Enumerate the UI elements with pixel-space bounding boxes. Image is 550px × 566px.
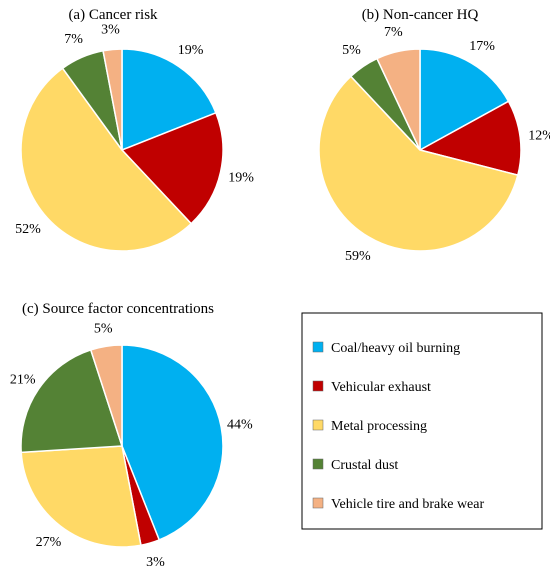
slice-label: 12% bbox=[528, 129, 550, 144]
slice-label: 5% bbox=[94, 321, 113, 336]
pie-slice bbox=[89, 344, 123, 447]
legend-label: Coal/heavy oil burning bbox=[331, 341, 460, 356]
chart-c-title: (c) Source factor concentrations bbox=[22, 301, 214, 317]
slice-label: 7% bbox=[64, 32, 83, 47]
legend-label: Vehicular exhaust bbox=[331, 380, 431, 395]
legend: Coal/heavy oil burning Vehicular exhaust M… bbox=[301, 312, 543, 530]
slice-label: 52% bbox=[15, 222, 41, 237]
slice-label: 7% bbox=[384, 25, 403, 40]
slice-label: 17% bbox=[469, 39, 495, 54]
legend-swatch bbox=[312, 380, 324, 392]
pie-slice bbox=[120, 111, 224, 225]
legend-swatch bbox=[312, 497, 324, 509]
slice-label: 27% bbox=[36, 535, 62, 550]
pie-slice bbox=[102, 48, 123, 151]
slice-label: 3% bbox=[101, 23, 120, 38]
slice-label: 3% bbox=[146, 555, 165, 566]
pie-slice bbox=[375, 48, 421, 151]
pie-slice bbox=[20, 445, 142, 548]
legend-box bbox=[301, 312, 543, 530]
slice-label: 59% bbox=[345, 249, 371, 264]
pie-slice bbox=[20, 348, 124, 454]
pie-slice bbox=[121, 48, 217, 152]
legend-swatch bbox=[312, 341, 324, 353]
legend-label: Metal processing bbox=[331, 419, 427, 434]
legend-swatch bbox=[312, 419, 324, 431]
pie-slice bbox=[20, 67, 193, 252]
pie-slice bbox=[419, 48, 510, 152]
legend-label: Crustal dust bbox=[331, 458, 398, 473]
slice-label: 44% bbox=[227, 418, 253, 433]
pie-slice bbox=[417, 100, 522, 177]
legend-label: Vehicle tire and brake wear bbox=[331, 497, 484, 512]
slice-label: 21% bbox=[10, 373, 36, 388]
legend-swatch bbox=[312, 458, 324, 470]
slice-label: 19% bbox=[178, 43, 204, 58]
pie-slice bbox=[318, 75, 519, 252]
slice-label: 5% bbox=[342, 43, 361, 58]
pie-slice bbox=[121, 344, 224, 541]
chart-a-title: (a) Cancer risk bbox=[68, 7, 158, 23]
slice-label: 19% bbox=[228, 171, 254, 186]
chart-b-title: (b) Non-cancer HQ bbox=[362, 7, 479, 23]
